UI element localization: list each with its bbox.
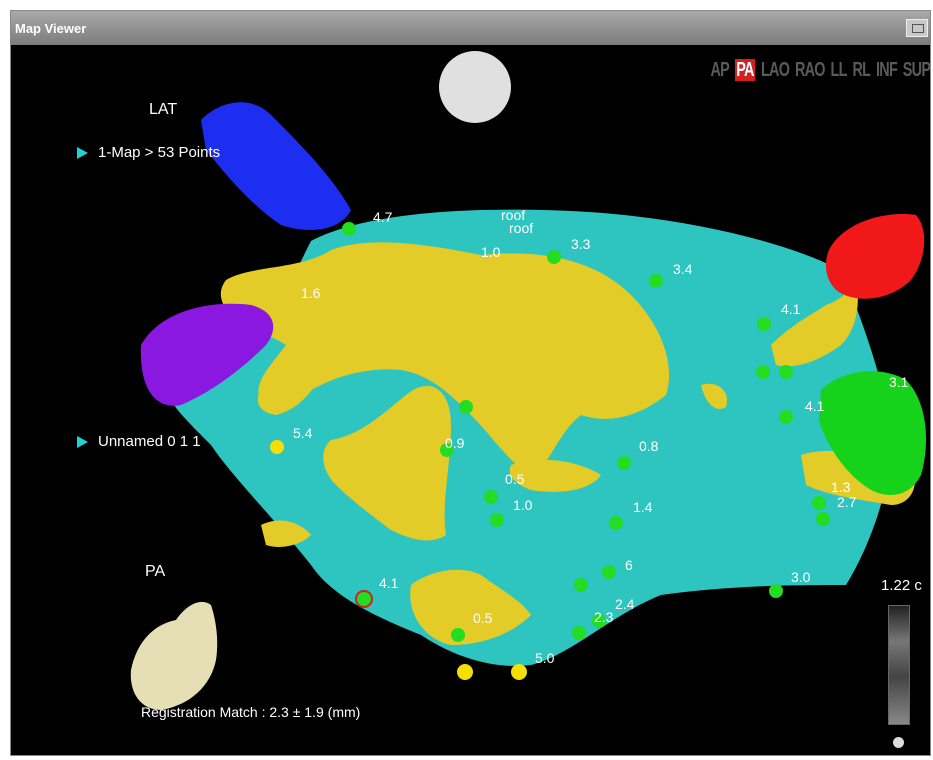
view-lao[interactable]: LAO — [760, 59, 790, 81]
point-label: 0.5 — [505, 471, 525, 487]
map-point[interactable] — [816, 512, 830, 526]
point-label: 4.1 — [805, 398, 825, 414]
map-point[interactable] — [592, 614, 606, 628]
color-scale-value: 1.22 c — [881, 577, 922, 594]
map-point[interactable] — [602, 565, 616, 579]
mapping-points — [270, 222, 830, 680]
vein-green — [819, 371, 926, 495]
vein-purple — [140, 303, 274, 406]
map-list-item[interactable]: 1-Map > 53 Points — [77, 144, 220, 161]
light-source-icon[interactable] — [439, 51, 511, 123]
ct-overlay-lower — [410, 569, 531, 645]
point-label: 5.0 — [535, 650, 555, 666]
point-label: 1.6 — [301, 285, 321, 301]
vein-blue — [201, 102, 351, 230]
3d-anatomy-view[interactable] — [11, 45, 931, 756]
ct-overlay-small — [701, 383, 727, 409]
map-viewer-window: Map Viewer AP PA LAO RAO LL RL INF SUP — [10, 10, 931, 756]
maximize-button[interactable] — [906, 19, 928, 37]
map-point[interactable] — [270, 440, 284, 454]
view-pa[interactable]: PA — [734, 59, 755, 81]
point-label: 0.5 — [473, 610, 493, 626]
map-point[interactable] — [649, 274, 663, 288]
view-sup[interactable]: SUP — [902, 59, 930, 81]
ct-overlay-center — [509, 459, 601, 492]
point-label: 1.3 — [831, 479, 851, 495]
view-selector: AP PA LAO RAO LL RL INF SUP — [704, 59, 930, 82]
point-label: 1.0 — [481, 244, 501, 260]
map-point[interactable] — [459, 400, 473, 414]
map-point[interactable] — [574, 578, 588, 592]
map-point[interactable] — [572, 626, 586, 640]
map-point[interactable] — [812, 496, 826, 510]
view-inf[interactable]: INF — [875, 59, 898, 81]
ct-overlay-main — [220, 242, 670, 475]
point-label: roof — [509, 220, 534, 236]
map-name: 1-Map > 53 Points — [98, 144, 221, 161]
map-point[interactable] — [440, 443, 454, 457]
ct-overlay-bottom-left — [261, 520, 311, 547]
map-point[interactable] — [609, 516, 623, 530]
color-scale-slider[interactable] — [888, 605, 910, 725]
point-label: 3.1 — [889, 374, 909, 390]
map-point[interactable] — [490, 513, 504, 527]
point-label: 2.3 — [594, 609, 614, 625]
registration-match-text: Registration Match : 2.3 ± 1.9 (mm) — [141, 704, 361, 720]
window-title: Map Viewer — [15, 21, 87, 36]
expand-triangle-icon[interactable] — [77, 147, 88, 160]
map-point[interactable] — [547, 250, 561, 264]
map-point[interactable] — [779, 410, 793, 424]
map-point[interactable] — [779, 365, 793, 379]
point-label: 3.0 — [791, 569, 811, 585]
map-point[interactable] — [342, 222, 356, 236]
map-point[interactable] — [451, 628, 465, 642]
point-label: 3.3 — [571, 236, 591, 252]
orientation-label: PA — [145, 563, 166, 580]
map-point[interactable] — [355, 590, 373, 608]
point-label: roof — [501, 207, 526, 223]
map-point[interactable] — [756, 365, 770, 379]
point-label: 4.1 — [781, 301, 801, 317]
map-point[interactable] — [617, 456, 631, 470]
point-label: 1.4 — [633, 499, 653, 515]
point-label: 1.0 — [513, 497, 533, 513]
lat-label: LAT — [149, 101, 178, 118]
vein-red — [825, 214, 925, 299]
expand-triangle-icon[interactable] — [77, 436, 88, 449]
title-bar[interactable]: Map Viewer — [11, 11, 930, 45]
map-point[interactable] — [769, 584, 783, 598]
view-rao[interactable]: RAO — [794, 59, 826, 81]
point-label: 2.4 — [615, 596, 635, 612]
view-ap[interactable]: AP — [710, 59, 729, 81]
map-point[interactable] — [511, 664, 527, 680]
point-label: 4.1 — [379, 575, 399, 591]
ct-overlay-left-pv — [257, 370, 321, 415]
point-label: 3.4 — [673, 261, 693, 277]
view-ll[interactable]: LL — [830, 59, 847, 81]
point-label: 4.7 — [373, 209, 393, 225]
point-label: 0.8 — [639, 438, 659, 454]
point-label: 2.7 — [837, 494, 857, 510]
view-rl[interactable]: RL — [852, 59, 870, 81]
map-point[interactable] — [457, 664, 473, 680]
map-list-item[interactable]: Unnamed 0 1 1 — [77, 433, 201, 450]
point-label: 6 — [625, 557, 633, 573]
map-point[interactable] — [484, 490, 498, 504]
color-scale-knob[interactable] — [893, 737, 904, 748]
map-name: Unnamed 0 1 1 — [98, 433, 201, 450]
point-label: 0.9 — [445, 435, 465, 451]
ct-overlay-lower-left — [323, 386, 451, 541]
heart-orientation-icon — [130, 601, 218, 710]
point-label: 5.4 — [293, 425, 313, 441]
ct-overlay-right — [771, 280, 858, 367]
map-point[interactable] — [757, 317, 771, 331]
